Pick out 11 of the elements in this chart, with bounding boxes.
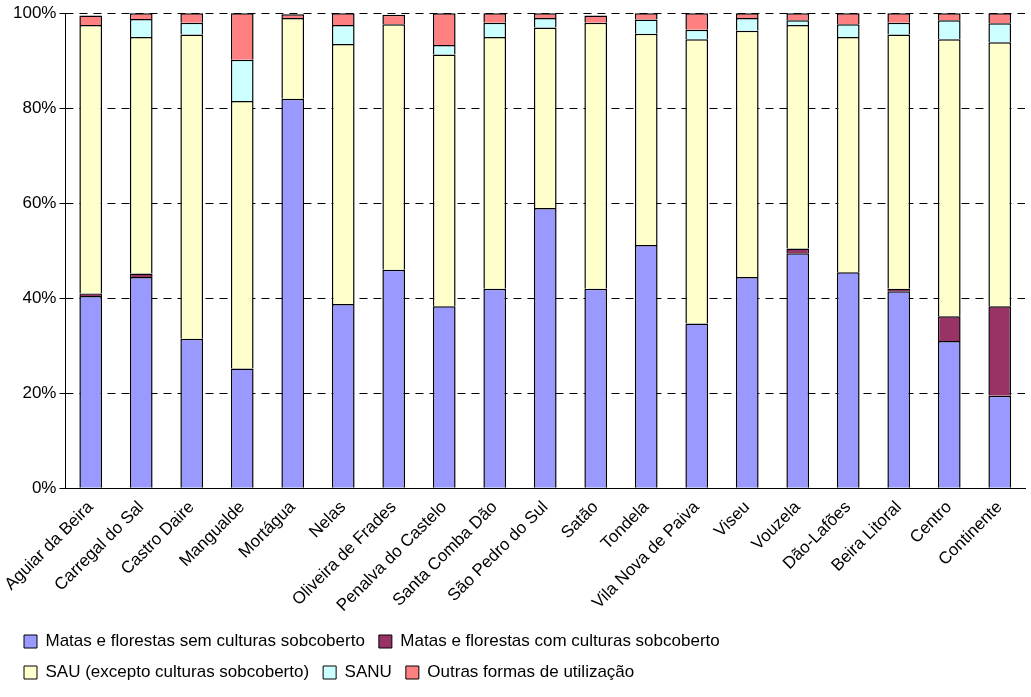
legend-label: Outras formas de utilização — [427, 662, 635, 682]
y-tick-label: 80% — [22, 97, 57, 117]
legend-label: SANU — [344, 662, 392, 682]
legend-label: Matas e florestas com culturas sobcoberto — [400, 631, 720, 651]
legend-label: Matas e florestas sem culturas sobcoberto — [45, 631, 365, 651]
y-tick-label: 40% — [22, 287, 57, 307]
y-tick-label: 0% — [31, 478, 57, 498]
y-tick-label: 60% — [22, 192, 57, 212]
y-tick-label: 20% — [22, 382, 57, 402]
y-tick-label: 100% — [13, 2, 57, 22]
legend-label: SAU (excepto culturas sobcoberto) — [45, 662, 310, 682]
